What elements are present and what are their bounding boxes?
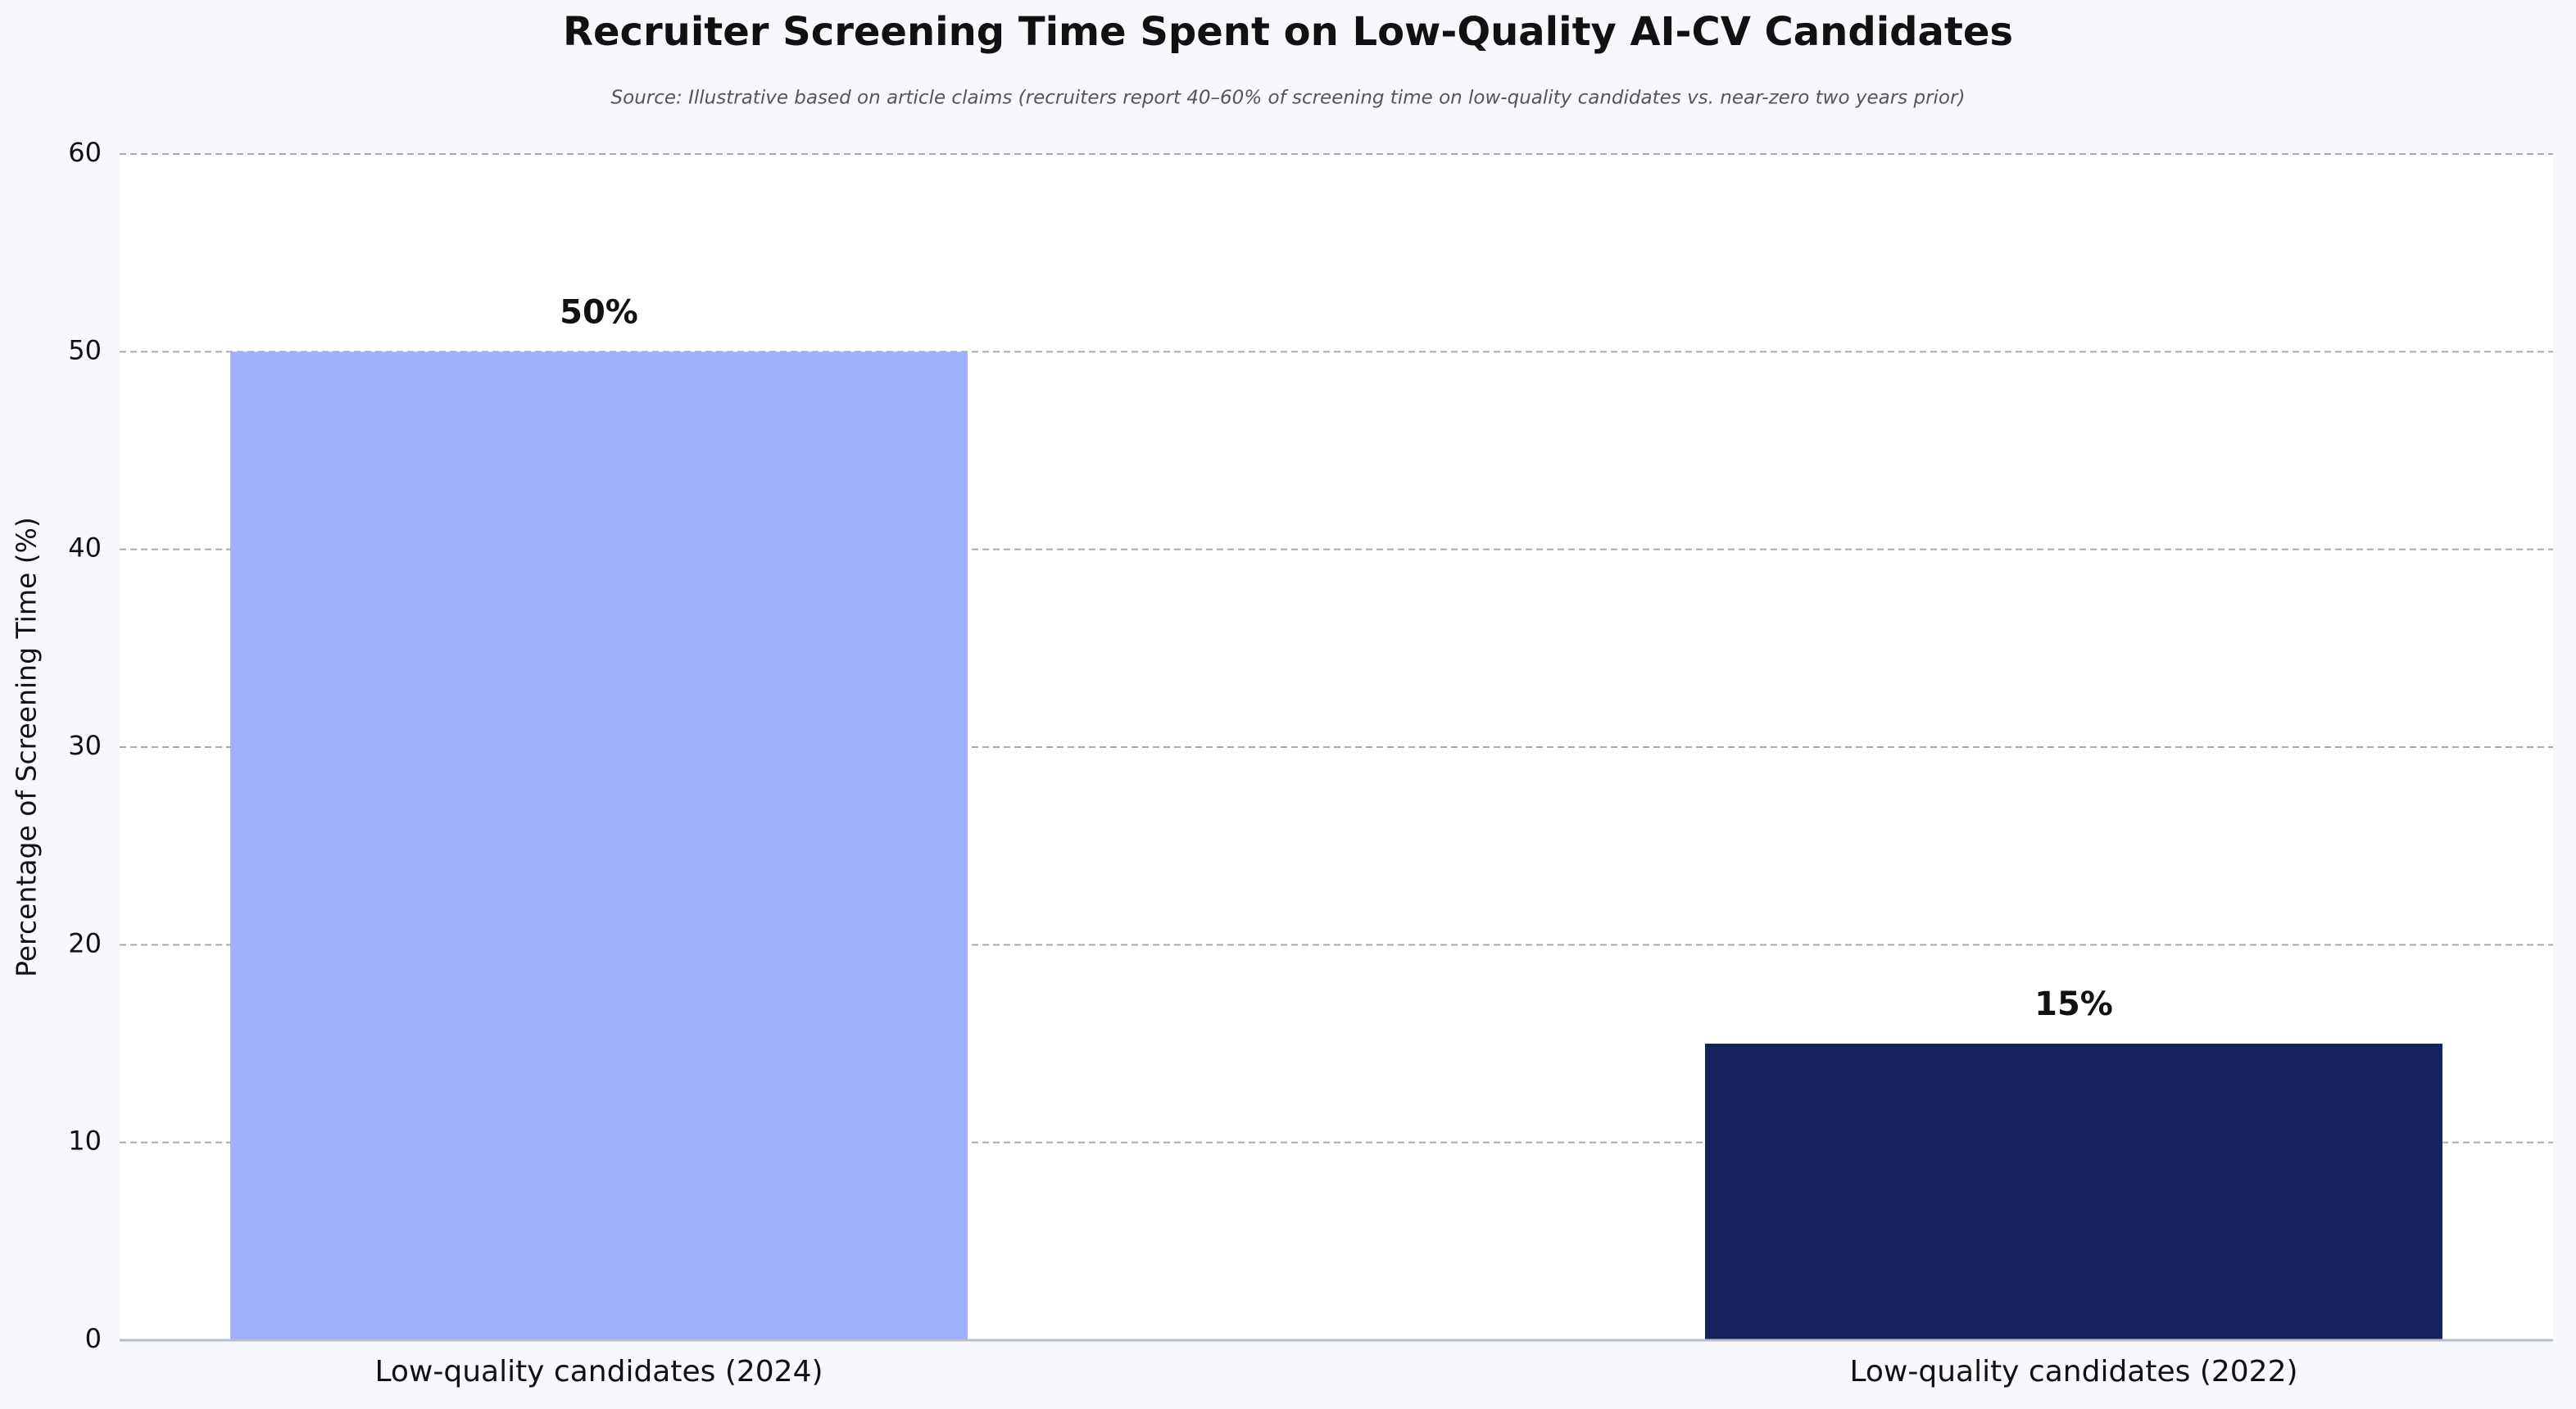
y-tick-label: 50 (68, 334, 102, 365)
y-tick-label: 40 (68, 532, 102, 564)
bar (230, 351, 968, 1340)
x-tick-label: Low-quality candidates (2024) (374, 1355, 823, 1389)
y-tick-label: 60 (68, 137, 102, 168)
bar (1705, 1044, 2442, 1340)
y-tick-label: 30 (68, 730, 102, 761)
value-label: 50% (560, 293, 638, 331)
chart-subtitle: Source: Illustrative based on article cl… (611, 88, 1966, 109)
x-tick-label: Low-quality candidates (2022) (1849, 1355, 2297, 1389)
y-axis-label: Percentage of Screening Time (%) (11, 517, 43, 977)
y-tick-label: 10 (68, 1126, 102, 1157)
value-label: 15% (2034, 985, 2113, 1023)
y-tick-label: 0 (85, 1323, 102, 1354)
chart-title: Recruiter Screening Time Spent on Low-Qu… (563, 9, 2013, 55)
y-tick-label: 20 (68, 927, 102, 958)
